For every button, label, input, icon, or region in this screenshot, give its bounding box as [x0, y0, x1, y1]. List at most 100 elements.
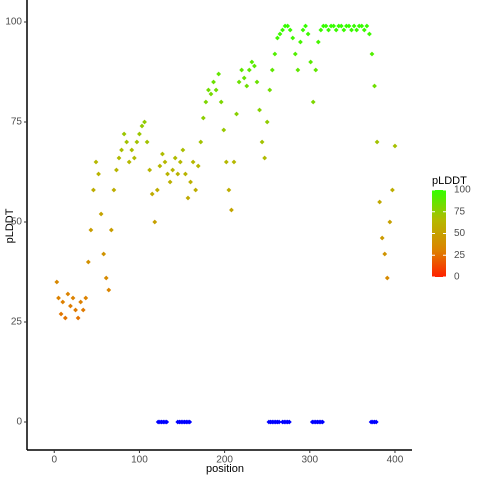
- point: [374, 139, 380, 145]
- point: [129, 147, 135, 153]
- point: [315, 39, 321, 45]
- point: [246, 67, 252, 73]
- point: [373, 419, 379, 425]
- point: [269, 67, 275, 73]
- x-tick-label: 100: [131, 455, 148, 466]
- colorbar: [432, 190, 446, 277]
- point: [58, 311, 64, 317]
- point: [106, 287, 112, 293]
- point: [321, 23, 326, 29]
- point: [267, 87, 273, 93]
- point: [276, 419, 282, 425]
- point: [216, 71, 222, 77]
- colorbar-tick-label: 25: [454, 250, 466, 261]
- point: [160, 151, 165, 157]
- point: [149, 191, 155, 197]
- point: [195, 163, 201, 169]
- point: [344, 23, 349, 29]
- point: [300, 27, 306, 33]
- point: [54, 279, 60, 285]
- point: [154, 187, 160, 193]
- point: [152, 219, 158, 225]
- point: [331, 23, 337, 29]
- point: [78, 299, 84, 305]
- point: [180, 147, 186, 153]
- point: [354, 27, 360, 33]
- point: [203, 99, 209, 105]
- point: [379, 235, 385, 241]
- point: [103, 275, 109, 281]
- y-tick-label: 100: [5, 17, 22, 28]
- point: [221, 127, 227, 133]
- point: [303, 23, 308, 29]
- point: [75, 315, 81, 321]
- point: [213, 87, 219, 93]
- point: [367, 31, 372, 37]
- point: [60, 299, 66, 305]
- point: [124, 139, 130, 145]
- point: [390, 187, 395, 193]
- colorbar-tick-label: 50: [454, 228, 466, 239]
- point: [183, 171, 188, 177]
- colorbar-title: pLDDT: [432, 175, 467, 187]
- point: [298, 39, 303, 45]
- y-tick-label: 0: [16, 417, 22, 428]
- point: [369, 51, 375, 57]
- point: [338, 23, 344, 29]
- point: [88, 227, 94, 233]
- point: [236, 79, 242, 85]
- point: [206, 87, 211, 93]
- point: [121, 131, 127, 137]
- point: [346, 23, 352, 29]
- point: [218, 99, 224, 105]
- point: [172, 155, 178, 161]
- point: [341, 27, 347, 33]
- point: [231, 159, 237, 165]
- point: [310, 99, 316, 105]
- point: [167, 179, 173, 185]
- point: [384, 275, 390, 281]
- point: [372, 83, 377, 89]
- point: [326, 27, 331, 33]
- point: [144, 139, 150, 145]
- point: [96, 171, 101, 177]
- point: [275, 35, 280, 41]
- point: [93, 159, 99, 165]
- point: [223, 159, 229, 165]
- point: [229, 207, 234, 213]
- colorbar-tick-label: 75: [454, 206, 466, 217]
- point: [139, 123, 145, 129]
- x-tick-label: 0: [51, 455, 57, 466]
- point: [359, 23, 365, 29]
- point: [239, 67, 245, 73]
- point: [119, 147, 124, 153]
- point: [333, 27, 339, 33]
- y-tick-label: 25: [11, 317, 23, 328]
- point: [134, 139, 140, 145]
- point: [68, 303, 73, 309]
- point: [164, 419, 170, 425]
- point: [392, 143, 398, 149]
- point: [114, 167, 119, 173]
- point: [305, 31, 311, 37]
- point: [328, 23, 334, 29]
- point: [262, 155, 268, 161]
- point: [336, 23, 342, 29]
- point: [147, 167, 153, 173]
- point: [62, 315, 68, 321]
- point: [70, 295, 76, 301]
- point: [257, 107, 262, 113]
- x-axis-label: position: [206, 463, 244, 475]
- point: [211, 79, 216, 85]
- y-tick-label: 75: [11, 117, 23, 128]
- point: [190, 159, 196, 165]
- point: [91, 187, 96, 193]
- point: [226, 187, 232, 193]
- point: [170, 167, 176, 173]
- colorbar-tick-label: 0: [454, 272, 460, 283]
- point: [272, 51, 278, 57]
- point: [277, 31, 283, 37]
- point: [80, 307, 86, 313]
- point: [287, 27, 293, 33]
- point: [249, 59, 255, 65]
